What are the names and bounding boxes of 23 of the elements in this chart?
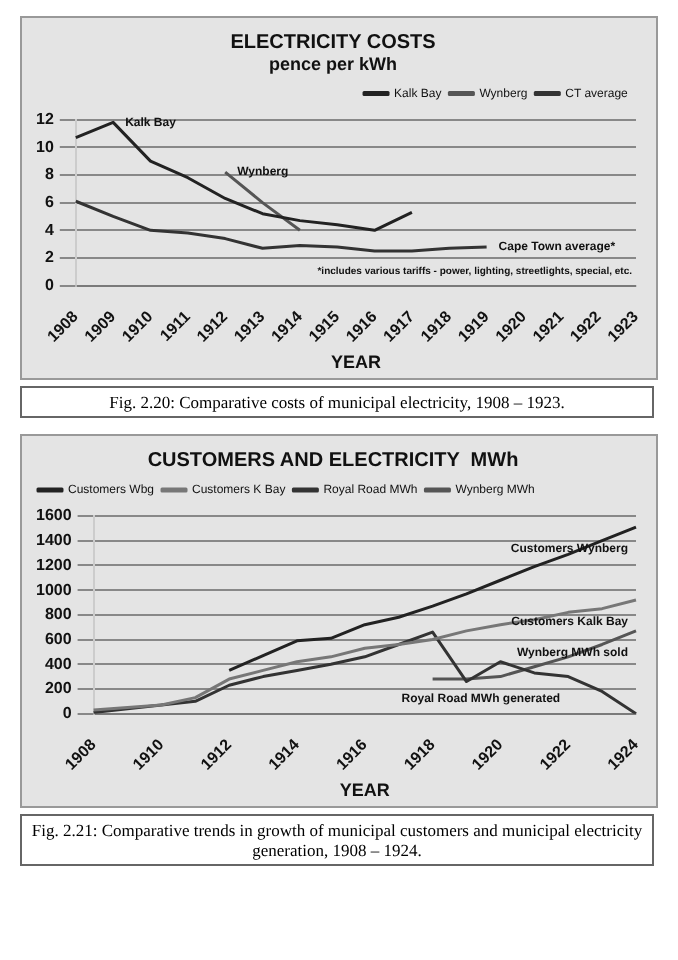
chart-subtitle: pence per kWh [268,53,398,74]
y-tick-label: 0 [44,276,55,295]
y-tick-label: 800 [44,605,73,624]
caption: Fig. 2.20: Comparative costs of municipal electricity, 1908 – 1923. [20,386,654,418]
y-tick-label: 10 [35,137,55,156]
y-tick-label: 0 [62,704,73,723]
y-tick-label: 1400 [36,531,73,550]
y-tick-label: 1200 [36,555,73,574]
y-tick-label: 1000 [36,580,73,599]
x-axis-title: YEAR [339,780,391,801]
y-tick-label: 600 [44,629,73,648]
chart-title: CUSTOMERS AND ELECTRICITY MWh [147,449,519,472]
x-axis-title: YEAR [330,352,382,373]
y-tick-label: 12 [35,110,55,129]
y-tick-label: 400 [44,654,73,673]
y-tick-label: 1600 [36,506,73,525]
caption: Fig. 2.21: Comparative trends in growth of municipal customers and municipal electricity generation, 1908 – 1924. [20,814,654,866]
y-tick-label: 200 [44,679,73,698]
y-tick-label: 6 [44,193,55,212]
y-tick-label: 4 [44,220,55,239]
y-tick-label: 8 [44,165,55,184]
chart-title: ELECTRICITY COSTS [230,31,437,54]
y-tick-label: 2 [44,248,55,267]
